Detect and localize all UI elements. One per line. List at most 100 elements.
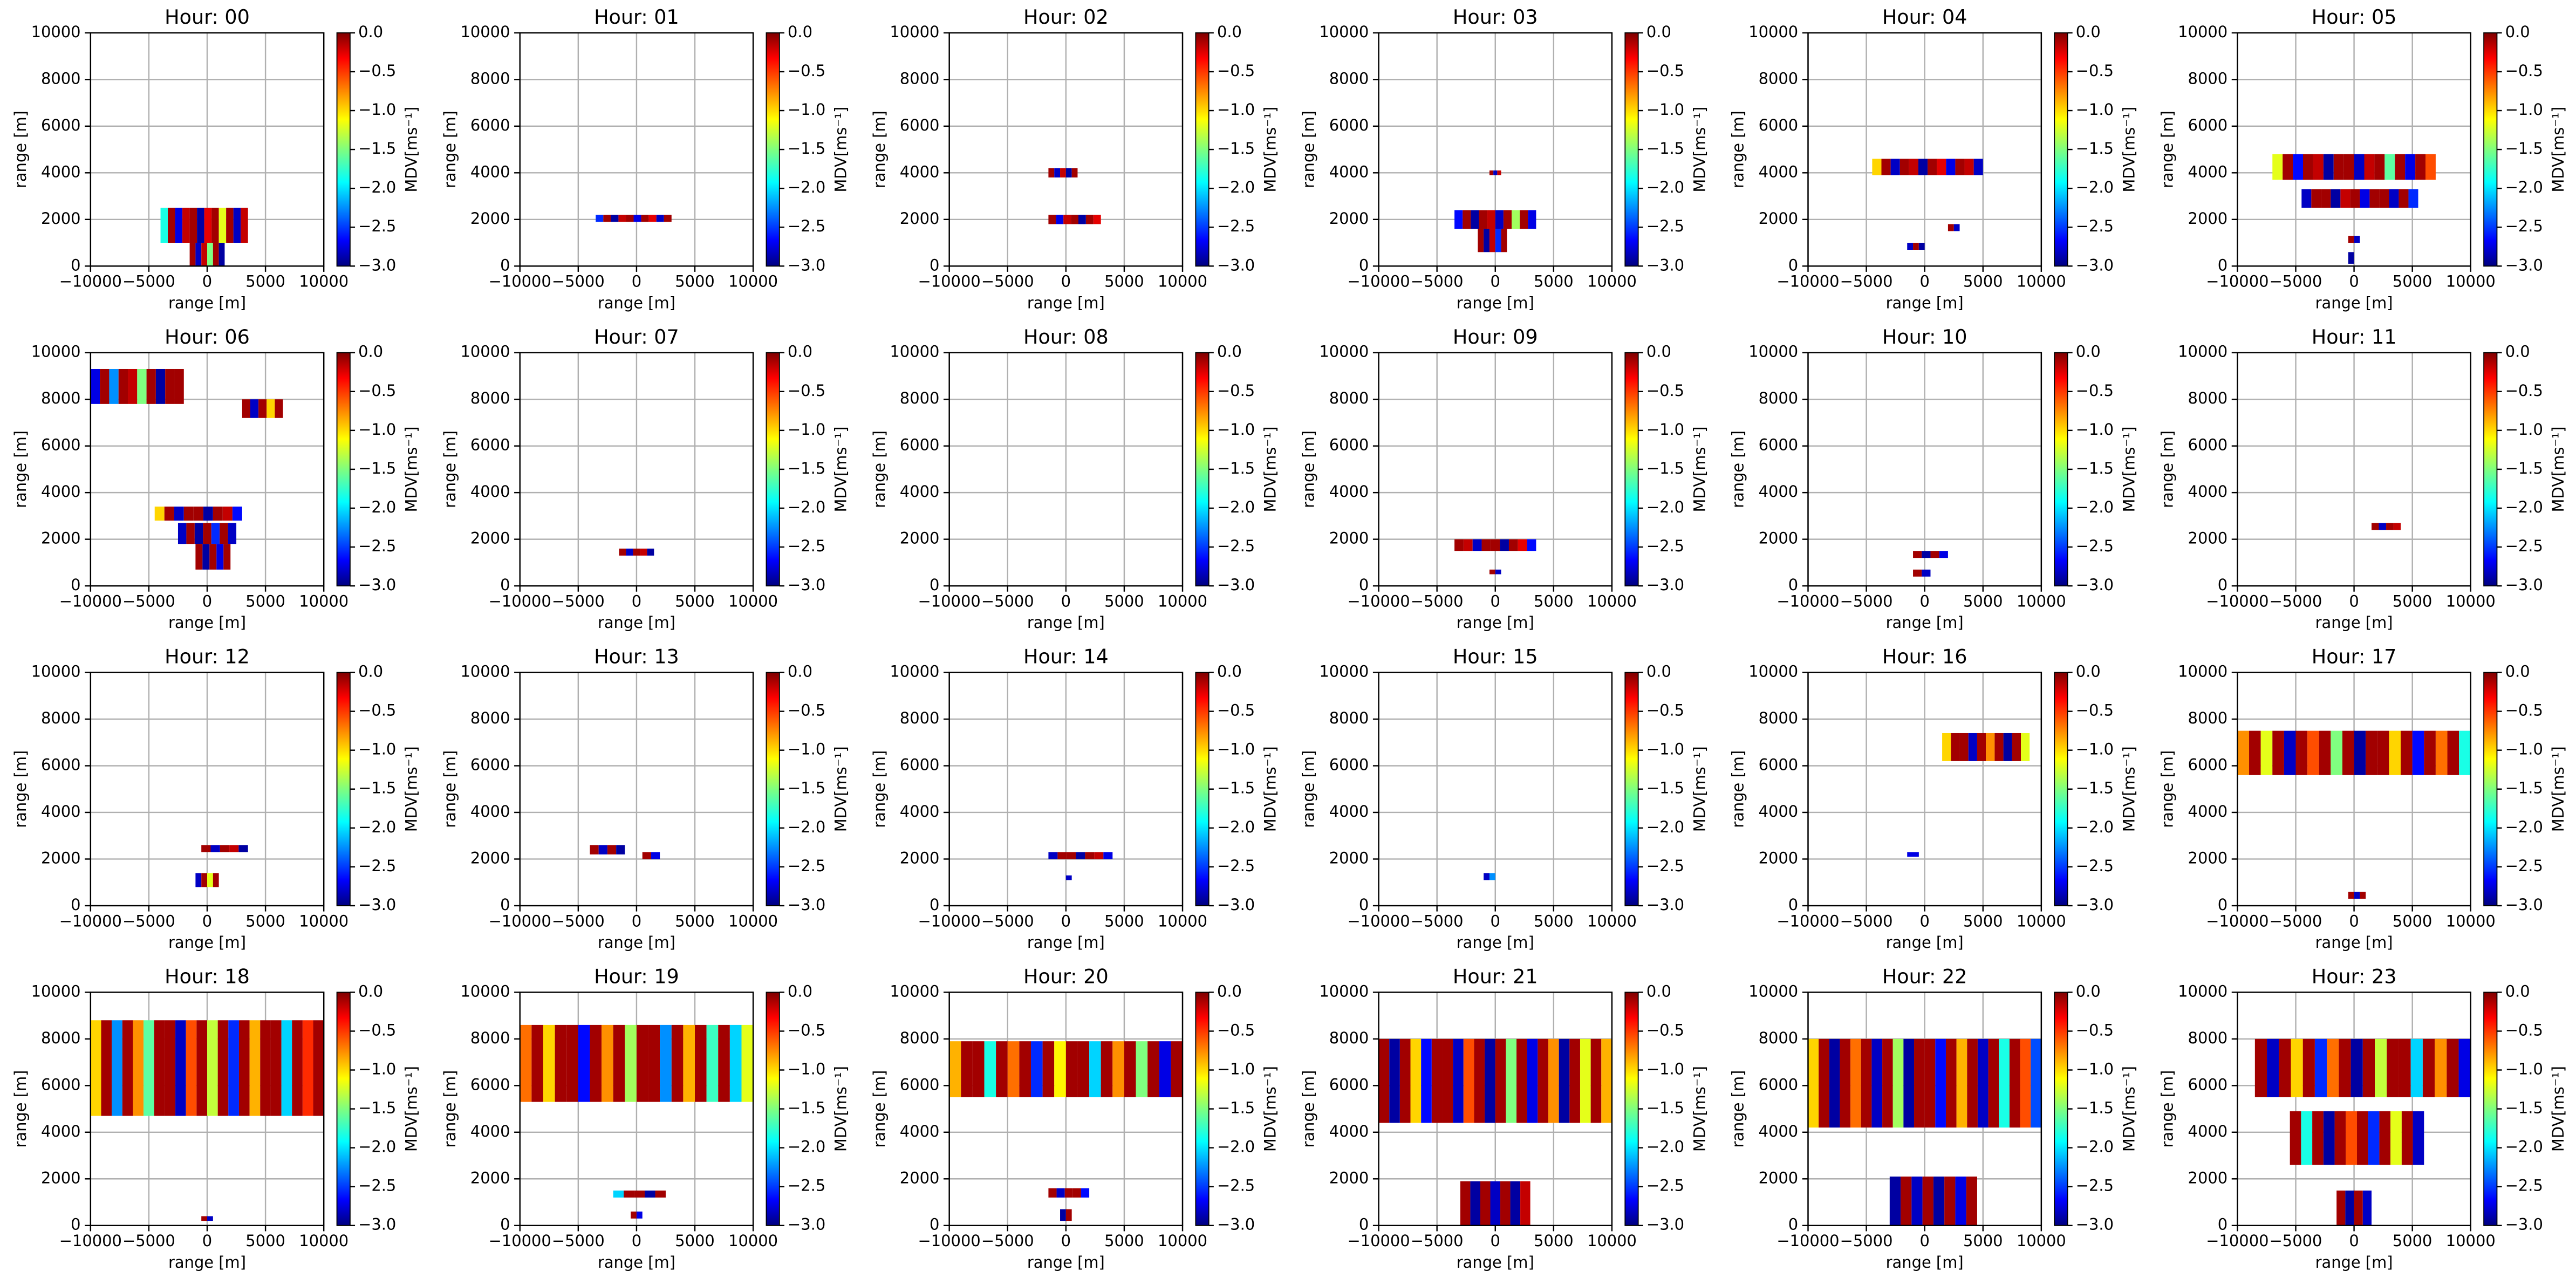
colorbar-tick-label: −1.5 xyxy=(1646,139,1684,158)
panel-title: Hour: 08 xyxy=(1023,325,1109,348)
data-cell xyxy=(2311,189,2321,208)
x-tick-label: 0 xyxy=(202,912,212,930)
data-cell xyxy=(1518,539,1527,551)
data-cell xyxy=(664,215,672,222)
data-cell xyxy=(1076,852,1085,859)
data-cell xyxy=(1442,1038,1453,1123)
colorbar-tick-label: −1.0 xyxy=(2076,1060,2114,1078)
x-tick-label: 5000 xyxy=(1104,592,1144,611)
colorbar-tick-label: −0.5 xyxy=(788,381,825,400)
data-cell xyxy=(645,1190,655,1198)
x-tick-label: −5000 xyxy=(552,1232,605,1250)
panel: −10000 −5000 0 5000 10000 0 2000 4000 6000 8000 10… xyxy=(11,325,421,632)
data-cell xyxy=(207,873,213,887)
colorbar-tick-label: −0.5 xyxy=(358,1021,396,1039)
y-tick-label: 10000 xyxy=(1748,23,1798,41)
y-tick-label: 4000 xyxy=(900,162,940,181)
y-tick-label: 0 xyxy=(1359,1215,1369,1234)
x-tick-label: −10000 xyxy=(1776,592,1839,611)
data-cell xyxy=(1054,168,1061,177)
y-axis-label: range [m] xyxy=(870,1070,889,1148)
data-cell xyxy=(1489,170,1494,175)
data-cell xyxy=(101,1020,112,1116)
data-cell xyxy=(2362,1190,2372,1226)
data-cell xyxy=(1924,1038,1936,1128)
colorbar-tick-label: −1.0 xyxy=(1217,740,1255,758)
colorbar-tick-label: −3.0 xyxy=(1646,576,1684,594)
y-tick-label: 2000 xyxy=(2188,849,2228,867)
data-cell xyxy=(1487,210,1495,229)
data-cell xyxy=(1054,1041,1066,1097)
y-tick-label: 4000 xyxy=(1329,162,1369,181)
y-tick-label: 10000 xyxy=(31,23,81,41)
y-tick-label: 0 xyxy=(500,896,510,914)
y-tick-label: 8000 xyxy=(900,389,940,407)
panel-title: Hour: 09 xyxy=(1453,325,1538,348)
data-cell xyxy=(1850,1038,1861,1128)
data-cell xyxy=(2425,154,2436,180)
x-tick-label: −5000 xyxy=(552,912,605,930)
data-cell xyxy=(216,544,224,570)
y-tick-label: 8000 xyxy=(41,1029,81,1047)
data-cell xyxy=(656,215,664,222)
data-cell xyxy=(2291,1038,2303,1097)
data-cell xyxy=(633,548,640,556)
colorbar-tick-label: −0.5 xyxy=(2505,381,2543,400)
data-cell xyxy=(1945,1038,1957,1128)
y-tick-label: 8000 xyxy=(1329,1029,1369,1047)
data-cell xyxy=(2459,730,2471,775)
y-tick-label: 10000 xyxy=(2178,23,2227,41)
panel-title: Hour: 17 xyxy=(2312,645,2397,668)
data-cell xyxy=(626,548,633,556)
data-cell xyxy=(2377,730,2389,775)
colorbar-tick-label: −2.5 xyxy=(2505,537,2543,555)
data-cell xyxy=(1431,1038,1443,1123)
x-tick-label: 5000 xyxy=(2393,592,2432,611)
data-cell xyxy=(160,208,168,243)
panel-title: Hour: 01 xyxy=(594,5,679,29)
x-tick-label: 5000 xyxy=(675,592,715,611)
y-tick-label: 10000 xyxy=(1319,662,1369,681)
data-cell xyxy=(1048,1188,1057,1198)
data-cell xyxy=(201,873,208,887)
data-cell xyxy=(1478,229,1484,252)
data-cell xyxy=(155,368,166,404)
data-cell xyxy=(1913,551,1922,558)
data-cell xyxy=(1490,1181,1501,1226)
data-cell xyxy=(1019,1041,1031,1097)
data-cell xyxy=(2435,1038,2447,1097)
colorbar-tick-label: 0.0 xyxy=(358,982,383,1000)
y-tick-label: 8000 xyxy=(1759,389,1799,407)
data-cell xyxy=(2249,730,2261,775)
data-cell xyxy=(566,1024,578,1102)
data-cell xyxy=(1056,1188,1065,1198)
colorbar-tick-label: −2.0 xyxy=(1646,498,1684,516)
data-cell xyxy=(2323,1111,2335,1165)
data-cell xyxy=(118,368,128,404)
data-cell xyxy=(2333,154,2344,180)
y-tick-label: 8000 xyxy=(1329,709,1369,727)
data-cell xyxy=(144,1020,154,1116)
x-axis-label: range [m] xyxy=(2315,933,2393,952)
x-tick-label: −10000 xyxy=(489,592,551,611)
data-cell xyxy=(1500,1181,1511,1226)
x-tick-label: 10000 xyxy=(2017,592,2066,611)
y-tick-label: 0 xyxy=(2218,256,2227,274)
y-tick-label: 0 xyxy=(930,896,939,914)
y-tick-label: 8000 xyxy=(2188,1029,2228,1047)
x-axis-label: range [m] xyxy=(1886,933,1964,952)
data-cell xyxy=(1928,159,1937,175)
y-tick-label: 6000 xyxy=(900,116,940,134)
colorbar-tick-label: −3.0 xyxy=(1646,896,1684,914)
data-cell xyxy=(641,215,649,222)
data-cell xyxy=(1454,539,1464,551)
data-cell xyxy=(1994,733,2004,761)
x-axis-label: range [m] xyxy=(2315,613,2393,632)
colorbar-tick-label: 0.0 xyxy=(1217,343,1242,361)
data-cell xyxy=(189,243,196,266)
data-cell xyxy=(1042,1041,1055,1097)
data-cell xyxy=(165,1020,176,1116)
data-cell xyxy=(1829,1038,1840,1128)
x-tick-label: −10000 xyxy=(59,1232,122,1250)
